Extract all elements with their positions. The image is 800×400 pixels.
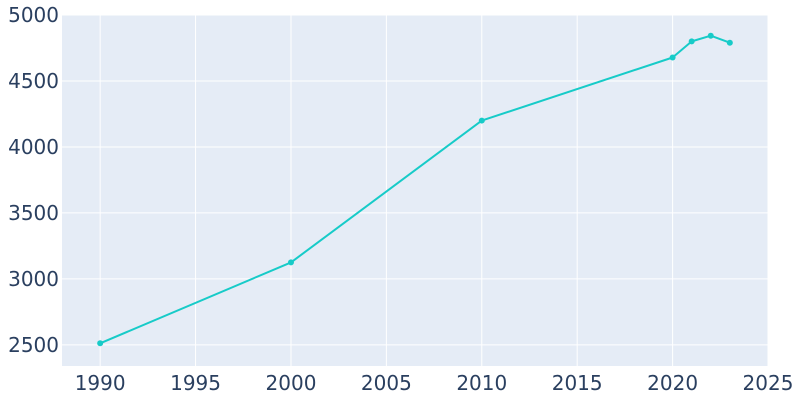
data-point[interactable] [478,117,485,124]
grid-lines [62,14,769,366]
y-tick-label: 3000 [8,267,59,291]
series-layer [97,32,733,347]
x-tick-label: 2000 [266,371,317,395]
x-tick-label: 2015 [552,371,603,395]
x-tick-label: 1990 [75,371,126,395]
data-point[interactable] [97,340,104,347]
x-tick-label: 2010 [456,371,507,395]
data-point[interactable] [669,54,676,61]
y-tick-label: 3500 [8,201,59,225]
y-tick-label: 4000 [8,135,59,159]
y-tick-label: 2500 [8,333,59,357]
x-tick-label: 2005 [361,371,412,395]
x-tick-label: 2025 [743,371,794,395]
plot-area [62,15,768,366]
x-axis-ticks: 1990 1995 2000 2005 2010 2015 2020 2025 [75,371,794,395]
data-point[interactable] [707,32,714,39]
y-tick-label: 5000 [8,3,59,27]
data-point[interactable] [287,259,294,266]
data-point[interactable] [688,38,695,45]
y-tick-label: 4500 [8,69,59,93]
x-tick-label: 1995 [170,371,221,395]
x-tick-label: 2020 [647,371,698,395]
data-point[interactable] [726,39,733,46]
y-axis-ticks: 2500 3000 3500 4000 4500 5000 [8,3,59,357]
